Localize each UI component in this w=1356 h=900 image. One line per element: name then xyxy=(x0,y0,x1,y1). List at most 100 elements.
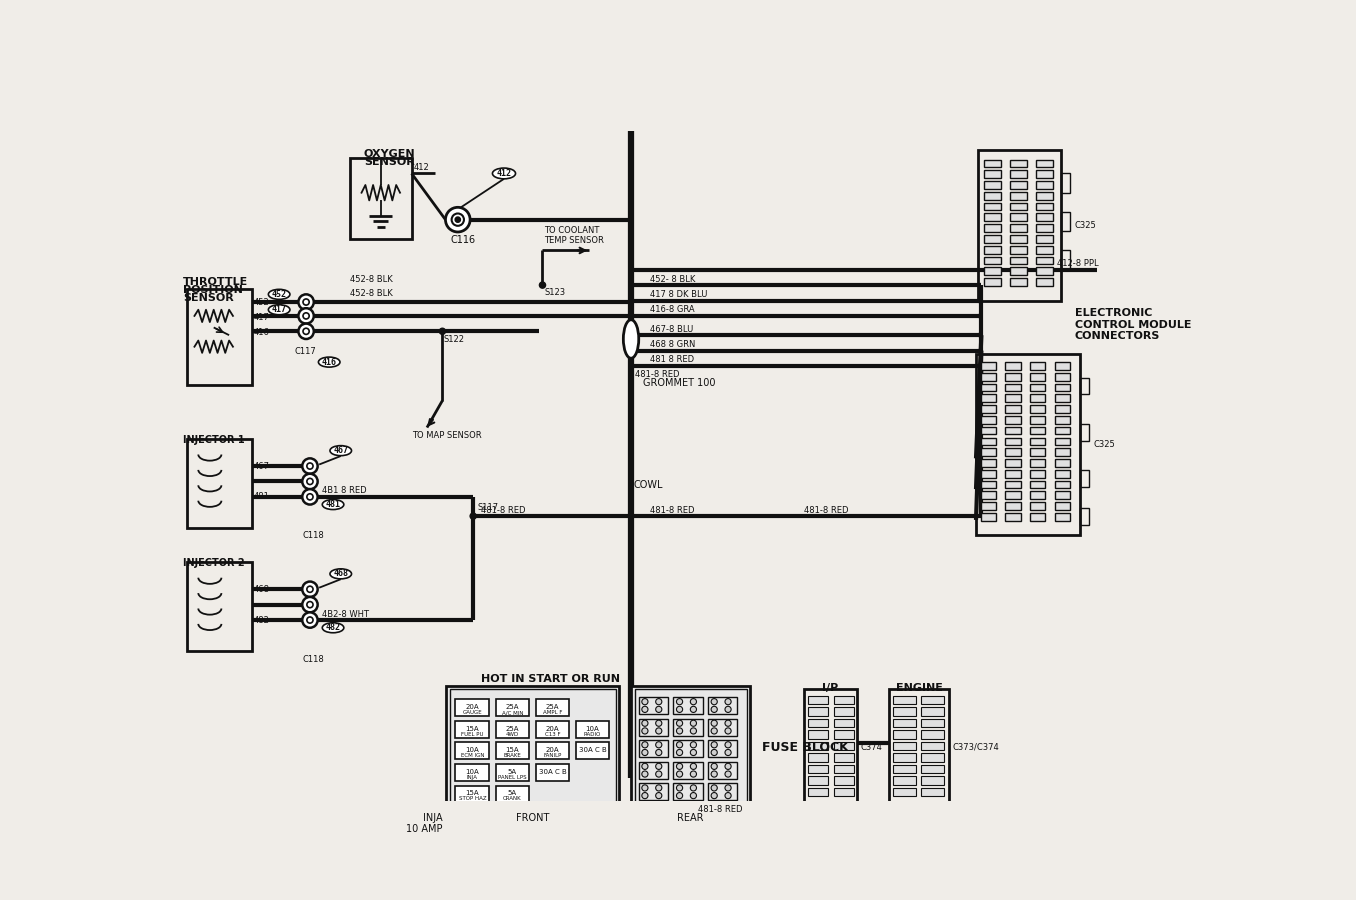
Bar xyxy=(1036,170,1054,178)
Circle shape xyxy=(446,207,471,232)
Bar xyxy=(1010,181,1026,189)
Circle shape xyxy=(725,771,731,777)
Bar xyxy=(921,730,944,739)
Bar xyxy=(834,777,853,785)
Bar xyxy=(708,761,738,778)
Circle shape xyxy=(690,698,697,705)
Text: 467: 467 xyxy=(254,462,270,471)
Circle shape xyxy=(656,750,662,756)
Bar xyxy=(1055,405,1070,413)
Bar xyxy=(1055,373,1070,381)
Bar xyxy=(980,373,997,381)
Bar xyxy=(834,718,853,727)
Bar xyxy=(808,707,829,716)
Text: BRAKE: BRAKE xyxy=(503,753,521,759)
Bar xyxy=(921,718,944,727)
Text: 467: 467 xyxy=(334,446,348,455)
Circle shape xyxy=(677,785,682,791)
Bar xyxy=(495,721,529,738)
Circle shape xyxy=(439,328,446,335)
Text: 30A C B: 30A C B xyxy=(538,769,567,775)
Circle shape xyxy=(711,793,717,798)
Text: C118: C118 xyxy=(302,654,324,663)
Text: 412-8 PPL: 412-8 PPL xyxy=(1056,259,1098,268)
Text: 481: 481 xyxy=(325,500,340,509)
Bar xyxy=(1036,213,1054,221)
Circle shape xyxy=(302,581,317,597)
Bar xyxy=(1005,405,1021,413)
Circle shape xyxy=(690,771,697,777)
Text: 482: 482 xyxy=(254,616,270,625)
Bar xyxy=(536,742,570,760)
Text: ENGINE: ENGINE xyxy=(895,683,942,693)
Text: 481: 481 xyxy=(254,492,270,501)
Text: CRANK: CRANK xyxy=(503,796,522,801)
Circle shape xyxy=(677,742,682,748)
Bar xyxy=(808,730,829,739)
Circle shape xyxy=(302,458,317,473)
Bar xyxy=(892,742,915,751)
Bar xyxy=(495,764,529,781)
Circle shape xyxy=(690,728,697,734)
Bar xyxy=(456,786,490,803)
Bar xyxy=(834,788,853,796)
Bar xyxy=(983,278,1001,286)
Bar xyxy=(446,686,620,809)
Bar xyxy=(921,742,944,751)
Bar xyxy=(639,698,669,714)
Text: 452: 452 xyxy=(271,290,286,299)
Text: COWL: COWL xyxy=(633,481,663,491)
Bar xyxy=(980,416,997,424)
Bar xyxy=(921,765,944,773)
Bar xyxy=(1079,508,1089,526)
Text: 20A: 20A xyxy=(545,725,559,732)
Bar xyxy=(575,721,609,738)
Circle shape xyxy=(725,742,731,748)
Bar xyxy=(674,783,702,800)
Text: 412: 412 xyxy=(496,169,511,178)
Bar xyxy=(980,405,997,413)
Bar xyxy=(674,698,702,714)
Circle shape xyxy=(641,720,648,726)
Circle shape xyxy=(298,324,313,339)
Bar xyxy=(1036,159,1054,167)
Text: 15A: 15A xyxy=(465,725,479,732)
Text: 10A: 10A xyxy=(465,747,479,753)
Text: ELECTRONIC
CONTROL MODULE
CONNECTORS: ELECTRONIC CONTROL MODULE CONNECTORS xyxy=(1074,308,1191,341)
Bar xyxy=(674,740,702,757)
Text: 4WD: 4WD xyxy=(506,732,519,737)
Bar xyxy=(350,158,412,238)
Bar xyxy=(1010,224,1026,232)
Bar xyxy=(1031,459,1045,467)
Bar xyxy=(1036,278,1054,286)
Text: TO COOLANT
TEMP SENSOR: TO COOLANT TEMP SENSOR xyxy=(544,226,603,245)
Circle shape xyxy=(690,763,697,769)
Circle shape xyxy=(656,793,662,798)
Bar xyxy=(980,491,997,500)
Circle shape xyxy=(711,698,717,705)
Text: 468: 468 xyxy=(334,570,348,579)
Bar xyxy=(674,761,702,778)
Text: 25A: 25A xyxy=(506,704,519,710)
Bar xyxy=(983,159,1001,167)
Text: 416: 416 xyxy=(321,357,336,366)
Ellipse shape xyxy=(323,500,344,509)
Bar xyxy=(639,718,669,735)
Text: SENSOR: SENSOR xyxy=(183,292,233,302)
Bar xyxy=(1055,459,1070,467)
Bar xyxy=(892,777,915,785)
Bar xyxy=(1060,250,1070,270)
Bar xyxy=(980,481,997,489)
Bar xyxy=(892,730,915,739)
Bar xyxy=(708,740,738,757)
Bar xyxy=(1055,502,1070,510)
Circle shape xyxy=(711,763,717,769)
Text: S117: S117 xyxy=(477,503,498,512)
Bar xyxy=(1010,267,1026,275)
Bar xyxy=(1010,213,1026,221)
Circle shape xyxy=(725,750,731,756)
Circle shape xyxy=(298,294,313,310)
Bar xyxy=(892,696,915,704)
Text: 481-8 RED: 481-8 RED xyxy=(635,370,679,379)
Bar xyxy=(1079,377,1089,394)
